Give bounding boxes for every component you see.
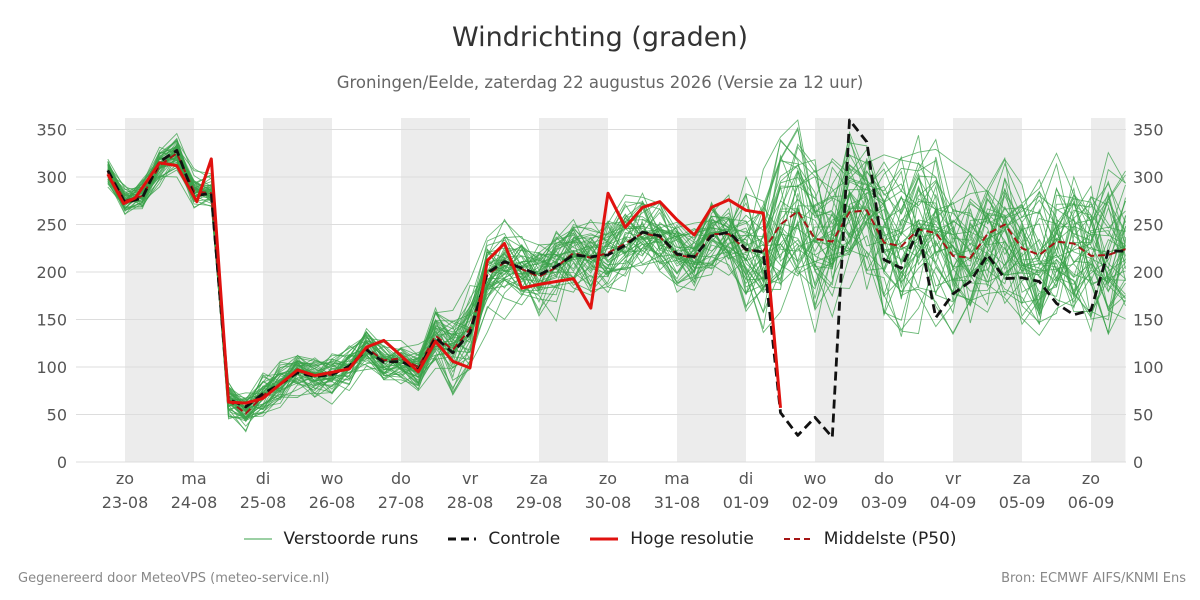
x-tick-date: 28-08 [447,493,494,512]
night-band-1 [263,118,332,462]
night-band-2 [401,118,470,462]
x-tick-day: vr [462,469,478,488]
ensemble-member-line [107,119,1126,411]
ensemble-members [107,119,1126,433]
y-tick-label-right: 150 [1133,311,1164,330]
y-tick-label-left: 300 [36,168,67,187]
y-tick-label-left: 350 [36,121,67,140]
x-axis: zo 23-08 ma 24-08 di 25-08 wo 26-08 do 27-08 vr 28-… [102,469,1115,512]
x-tick-day: wo [321,469,344,488]
y-tick-label-right: 350 [1133,121,1164,140]
y-tick-label-right: 100 [1133,358,1164,377]
ensemble-member-line [107,148,1126,418]
legend-swatch-members [243,538,272,540]
chart-subtitle: Groningen/Eelde, zaterdag 22 augustus 20… [336,73,864,92]
y-axis-left: 0 50 100 150 200 250 300 350 [36,121,67,473]
y-tick-label-left: 100 [36,358,67,377]
x-tick-date: 25-08 [240,493,287,512]
legend-label-median: Middelste (P50) [823,529,957,549]
x-tick-date: 04-09 [930,493,977,512]
ensemble-member-line [107,148,1126,416]
ensemble-member-line [107,155,1126,412]
x-tick-date: 02-09 [792,493,839,512]
ensemble-member-line [107,151,1126,399]
x-tick-date: 23-08 [102,493,149,512]
x-tick-date: 03-09 [861,493,908,512]
legend-item-members[interactable]: Verstoorde runs [243,529,419,549]
footer-generated-by: Gegenereerd door MeteoVPS (meteo-service… [18,571,330,586]
ensemble-member-line [107,142,1126,410]
ensemble-member-line [107,138,1126,410]
night-band-4 [677,118,746,462]
x-tick-day: za [1013,469,1031,488]
y-tick-label-left: 50 [47,406,67,425]
ensemble-member-line [107,159,1126,420]
night-band-3 [539,118,608,462]
y-tick-label-left: 250 [36,216,67,235]
legend-item-hires[interactable]: Hoge resolutie [590,529,754,549]
x-tick-day: zo [116,469,134,488]
chart-title: Windrichting (graden) [451,22,749,53]
ensemble-member-line [107,143,1126,412]
x-tick-day: vr [945,469,961,488]
legend-item-control[interactable]: Controle [448,529,560,549]
footer-source: Bron: ECMWF AIFS/KNMI Ens [1001,571,1186,586]
x-tick-date: 30-08 [585,493,632,512]
x-tick-date: 31-08 [654,493,701,512]
x-tick-date: 29-08 [516,493,563,512]
legend-label-hires: Hoge resolutie [630,529,754,549]
y-tick-label-left: 150 [36,311,67,330]
ensemble-member-line [107,140,1126,418]
x-tick-day: di [256,469,271,488]
x-tick-day: ma [664,469,689,488]
ensemble-member-line [107,126,1126,408]
ensemble-member-line [107,137,1126,432]
main-series [106,118,1126,439]
y-axis-right: 0 50 100 150 200 250 300 350 [1133,121,1164,473]
legend-label-members: Verstoorde runs [283,529,419,549]
ensemble-member-line [107,146,1126,400]
ensemble-member-line [107,149,1126,422]
x-tick-date: 06-09 [1068,493,1115,512]
x-tick-date: 01-09 [723,493,770,512]
x-tick-day: za [530,469,548,488]
y-tick-label-right: 250 [1133,216,1164,235]
legend-swatch-hires [590,537,619,541]
y-tick-label-right: 200 [1133,263,1164,282]
hires-series-line [106,157,782,409]
x-tick-day: do [391,469,411,488]
ensemble-member-line [107,150,1126,421]
legend-swatch-control [448,537,477,541]
ensemble-member-line [107,163,1126,418]
legend-swatch-median [783,538,812,540]
x-tick-day: di [739,469,754,488]
legend-label-control: Controle [488,529,561,549]
x-tick-day: wo [804,469,827,488]
x-tick-day: do [874,469,894,488]
x-tick-day: zo [599,469,617,488]
control-series-line [106,118,1126,439]
legend: Verstoorde runs Controle Hoge resolutie … [0,529,1200,549]
x-tick-date: 26-08 [309,493,356,512]
y-tick-label-left: 200 [36,263,67,282]
x-tick-date: 27-08 [378,493,425,512]
y-tick-label-right: 50 [1133,406,1153,425]
x-tick-date: 05-09 [999,493,1046,512]
x-tick-date: 24-08 [171,493,218,512]
x-tick-day: zo [1082,469,1100,488]
ensemble-member-line [107,128,1126,403]
legend-item-median[interactable]: Middelste (P50) [783,529,957,549]
x-tick-day: ma [181,469,206,488]
y-tick-label-right: 300 [1133,168,1164,187]
y-tick-label-right: 0 [1133,453,1143,472]
y-tick-label-left: 0 [57,453,67,472]
